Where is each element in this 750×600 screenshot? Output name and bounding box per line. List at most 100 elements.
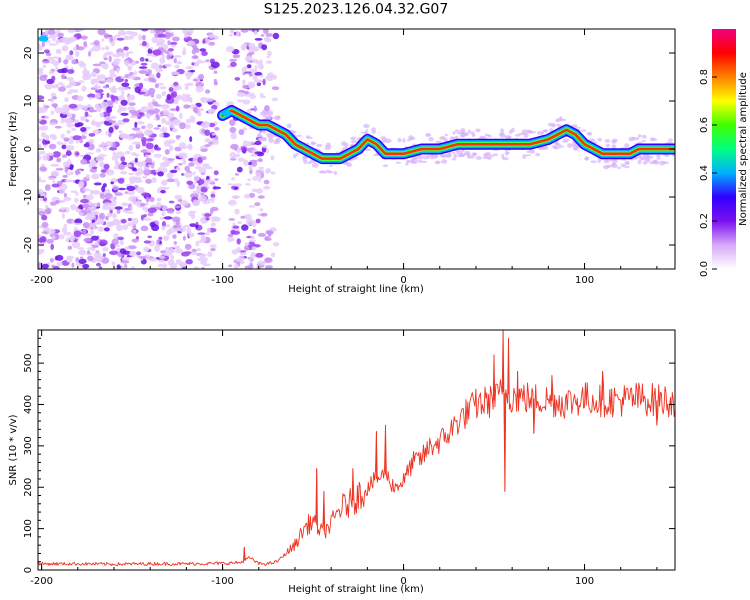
colorbar-tick-label: 0.2 xyxy=(699,213,710,229)
noise-blob xyxy=(74,50,80,58)
noise-blob xyxy=(234,77,241,81)
halo-blob xyxy=(555,119,559,123)
snr-plot-area xyxy=(38,330,675,567)
noise-blob xyxy=(129,206,133,210)
noise-blob xyxy=(255,171,262,178)
noise-blob xyxy=(99,212,105,220)
noise-blob xyxy=(242,84,250,89)
noise-blob xyxy=(254,151,263,155)
noise-blob xyxy=(239,252,247,256)
noise-blob xyxy=(50,110,55,115)
noise-blob xyxy=(73,47,77,52)
noise-blob xyxy=(143,246,150,252)
noise-blob xyxy=(88,133,96,137)
noise-blob xyxy=(49,122,57,126)
snr-x-tick-label: -200 xyxy=(30,576,53,587)
noise-blob xyxy=(151,177,157,184)
noise-blob xyxy=(248,192,256,198)
halo-blob xyxy=(573,148,579,151)
noise-blob xyxy=(195,224,199,229)
noise-blob xyxy=(128,196,137,202)
noise-blob xyxy=(200,260,207,265)
halo-blob xyxy=(624,143,630,149)
noise-blob xyxy=(232,54,241,59)
noise-blob xyxy=(152,49,162,56)
halo-blob xyxy=(381,138,388,142)
noise-blob xyxy=(234,186,238,190)
noise-blob xyxy=(162,156,168,161)
noise-blob xyxy=(128,102,136,106)
noise-blob xyxy=(211,141,218,144)
noise-blob xyxy=(52,180,56,184)
noise-blob xyxy=(211,132,216,136)
noise-blob xyxy=(149,196,155,203)
noise-blob xyxy=(233,263,239,269)
halo-blob xyxy=(656,157,661,160)
spectrogram-y-axis: -20 -10 0 10 20 xyxy=(23,47,675,253)
noise-blob xyxy=(265,230,274,235)
noise-blob xyxy=(64,107,70,113)
noise-blob xyxy=(213,81,218,86)
noise-blob xyxy=(179,112,183,120)
noise-blob xyxy=(260,212,268,217)
halo-blob xyxy=(501,153,505,159)
noise-blob xyxy=(184,85,189,91)
noise-blob xyxy=(142,217,152,221)
noise-blob xyxy=(163,140,171,147)
noise-blob xyxy=(195,240,200,247)
noise-blob xyxy=(102,246,109,252)
noise-blob xyxy=(233,31,237,36)
spectrogram-noise xyxy=(38,29,280,269)
noise-blob xyxy=(264,257,273,264)
noise-blob xyxy=(120,260,130,264)
noise-blob xyxy=(191,55,199,60)
noise-blob xyxy=(46,56,54,61)
noise-blob xyxy=(197,178,205,185)
noise-blob xyxy=(122,118,130,123)
noise-blob xyxy=(164,63,172,68)
noise-blob xyxy=(58,142,67,146)
noise-blob xyxy=(122,224,129,230)
halo-blob xyxy=(350,136,357,140)
noise-blob xyxy=(149,29,156,34)
noise-blob xyxy=(196,59,202,64)
noise-blob xyxy=(102,253,106,257)
spectrogram-x-tick-label: 0 xyxy=(400,275,406,286)
noise-blob xyxy=(138,70,148,74)
noise-blob xyxy=(210,222,216,227)
noise-blob xyxy=(43,197,47,202)
noise-blob xyxy=(74,226,78,231)
noise-blob xyxy=(109,36,114,43)
noise-blob xyxy=(102,147,108,151)
noise-blob xyxy=(210,247,216,252)
halo-blob xyxy=(490,155,494,158)
noise-blob xyxy=(117,236,124,241)
noise-blob xyxy=(156,239,160,245)
noise-blob xyxy=(229,126,237,134)
noise-blob xyxy=(110,200,117,207)
halo-blob xyxy=(441,159,448,164)
noise-blob xyxy=(145,113,152,118)
noise-blob xyxy=(40,196,44,202)
halo-blob xyxy=(467,129,472,134)
halo-blob xyxy=(620,163,626,168)
noise-blob xyxy=(123,35,129,41)
noise-blob xyxy=(244,55,253,63)
noise-blob xyxy=(42,154,50,161)
noise-blob xyxy=(186,180,193,185)
noise-blob xyxy=(146,138,154,142)
noise-blob xyxy=(55,254,64,261)
noise-blob xyxy=(75,152,80,156)
noise-blob xyxy=(95,88,104,94)
noise-blob xyxy=(38,211,46,216)
noise-blob xyxy=(230,132,237,140)
noise-blob xyxy=(63,59,69,65)
noise-blob xyxy=(116,264,121,269)
noise-blob xyxy=(55,39,60,45)
halo-blob xyxy=(360,131,368,134)
halo-blob xyxy=(363,123,370,129)
noise-blob xyxy=(173,245,180,249)
noise-blob xyxy=(127,51,134,54)
halo-blob xyxy=(263,112,270,116)
halo-blob xyxy=(500,128,504,134)
